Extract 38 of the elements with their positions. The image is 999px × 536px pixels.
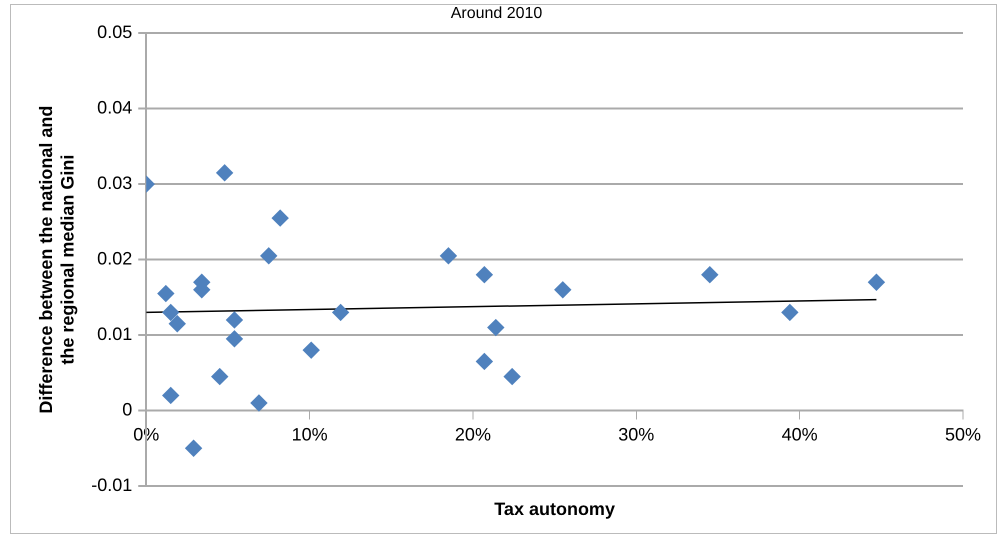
point [162,386,180,404]
point [476,352,493,370]
point [226,311,243,328]
point [260,247,278,264]
point [868,274,885,291]
point [272,210,289,227]
y-tick-label: 0.01 [97,324,132,344]
point [157,285,174,302]
chart-title: Around 2010 [450,5,542,22]
x-axis-title: Tax autonomy [494,498,615,519]
point [162,304,180,321]
x-tick-label: 20% [454,424,491,444]
point [332,304,350,321]
x-tick-label: 40% [782,424,818,444]
y-tick-label: 0 [122,400,132,420]
x-tick-label: 50% [944,424,982,444]
point [250,394,268,412]
point [487,319,504,336]
x-tick-label: 30% [618,424,654,444]
y-tick-label: 0.02 [97,248,132,269]
point [168,315,186,332]
point [226,330,243,348]
point [476,266,493,284]
y-tick-label: 0.03 [97,173,132,194]
point [185,440,202,457]
point [440,247,457,264]
y-tick-label: -0.01 [91,474,132,495]
point [211,368,228,386]
y-tick-label: 0.05 [97,22,132,42]
point [554,281,572,298]
x-tick-label: 10% [292,424,328,444]
point [781,304,798,321]
point [504,368,521,386]
point [302,342,320,359]
point [216,164,234,182]
point [701,266,718,284]
y-axis-title: Difference between the national and the regional median Gini [36,106,78,414]
y-tick-label: 0.04 [97,98,132,118]
